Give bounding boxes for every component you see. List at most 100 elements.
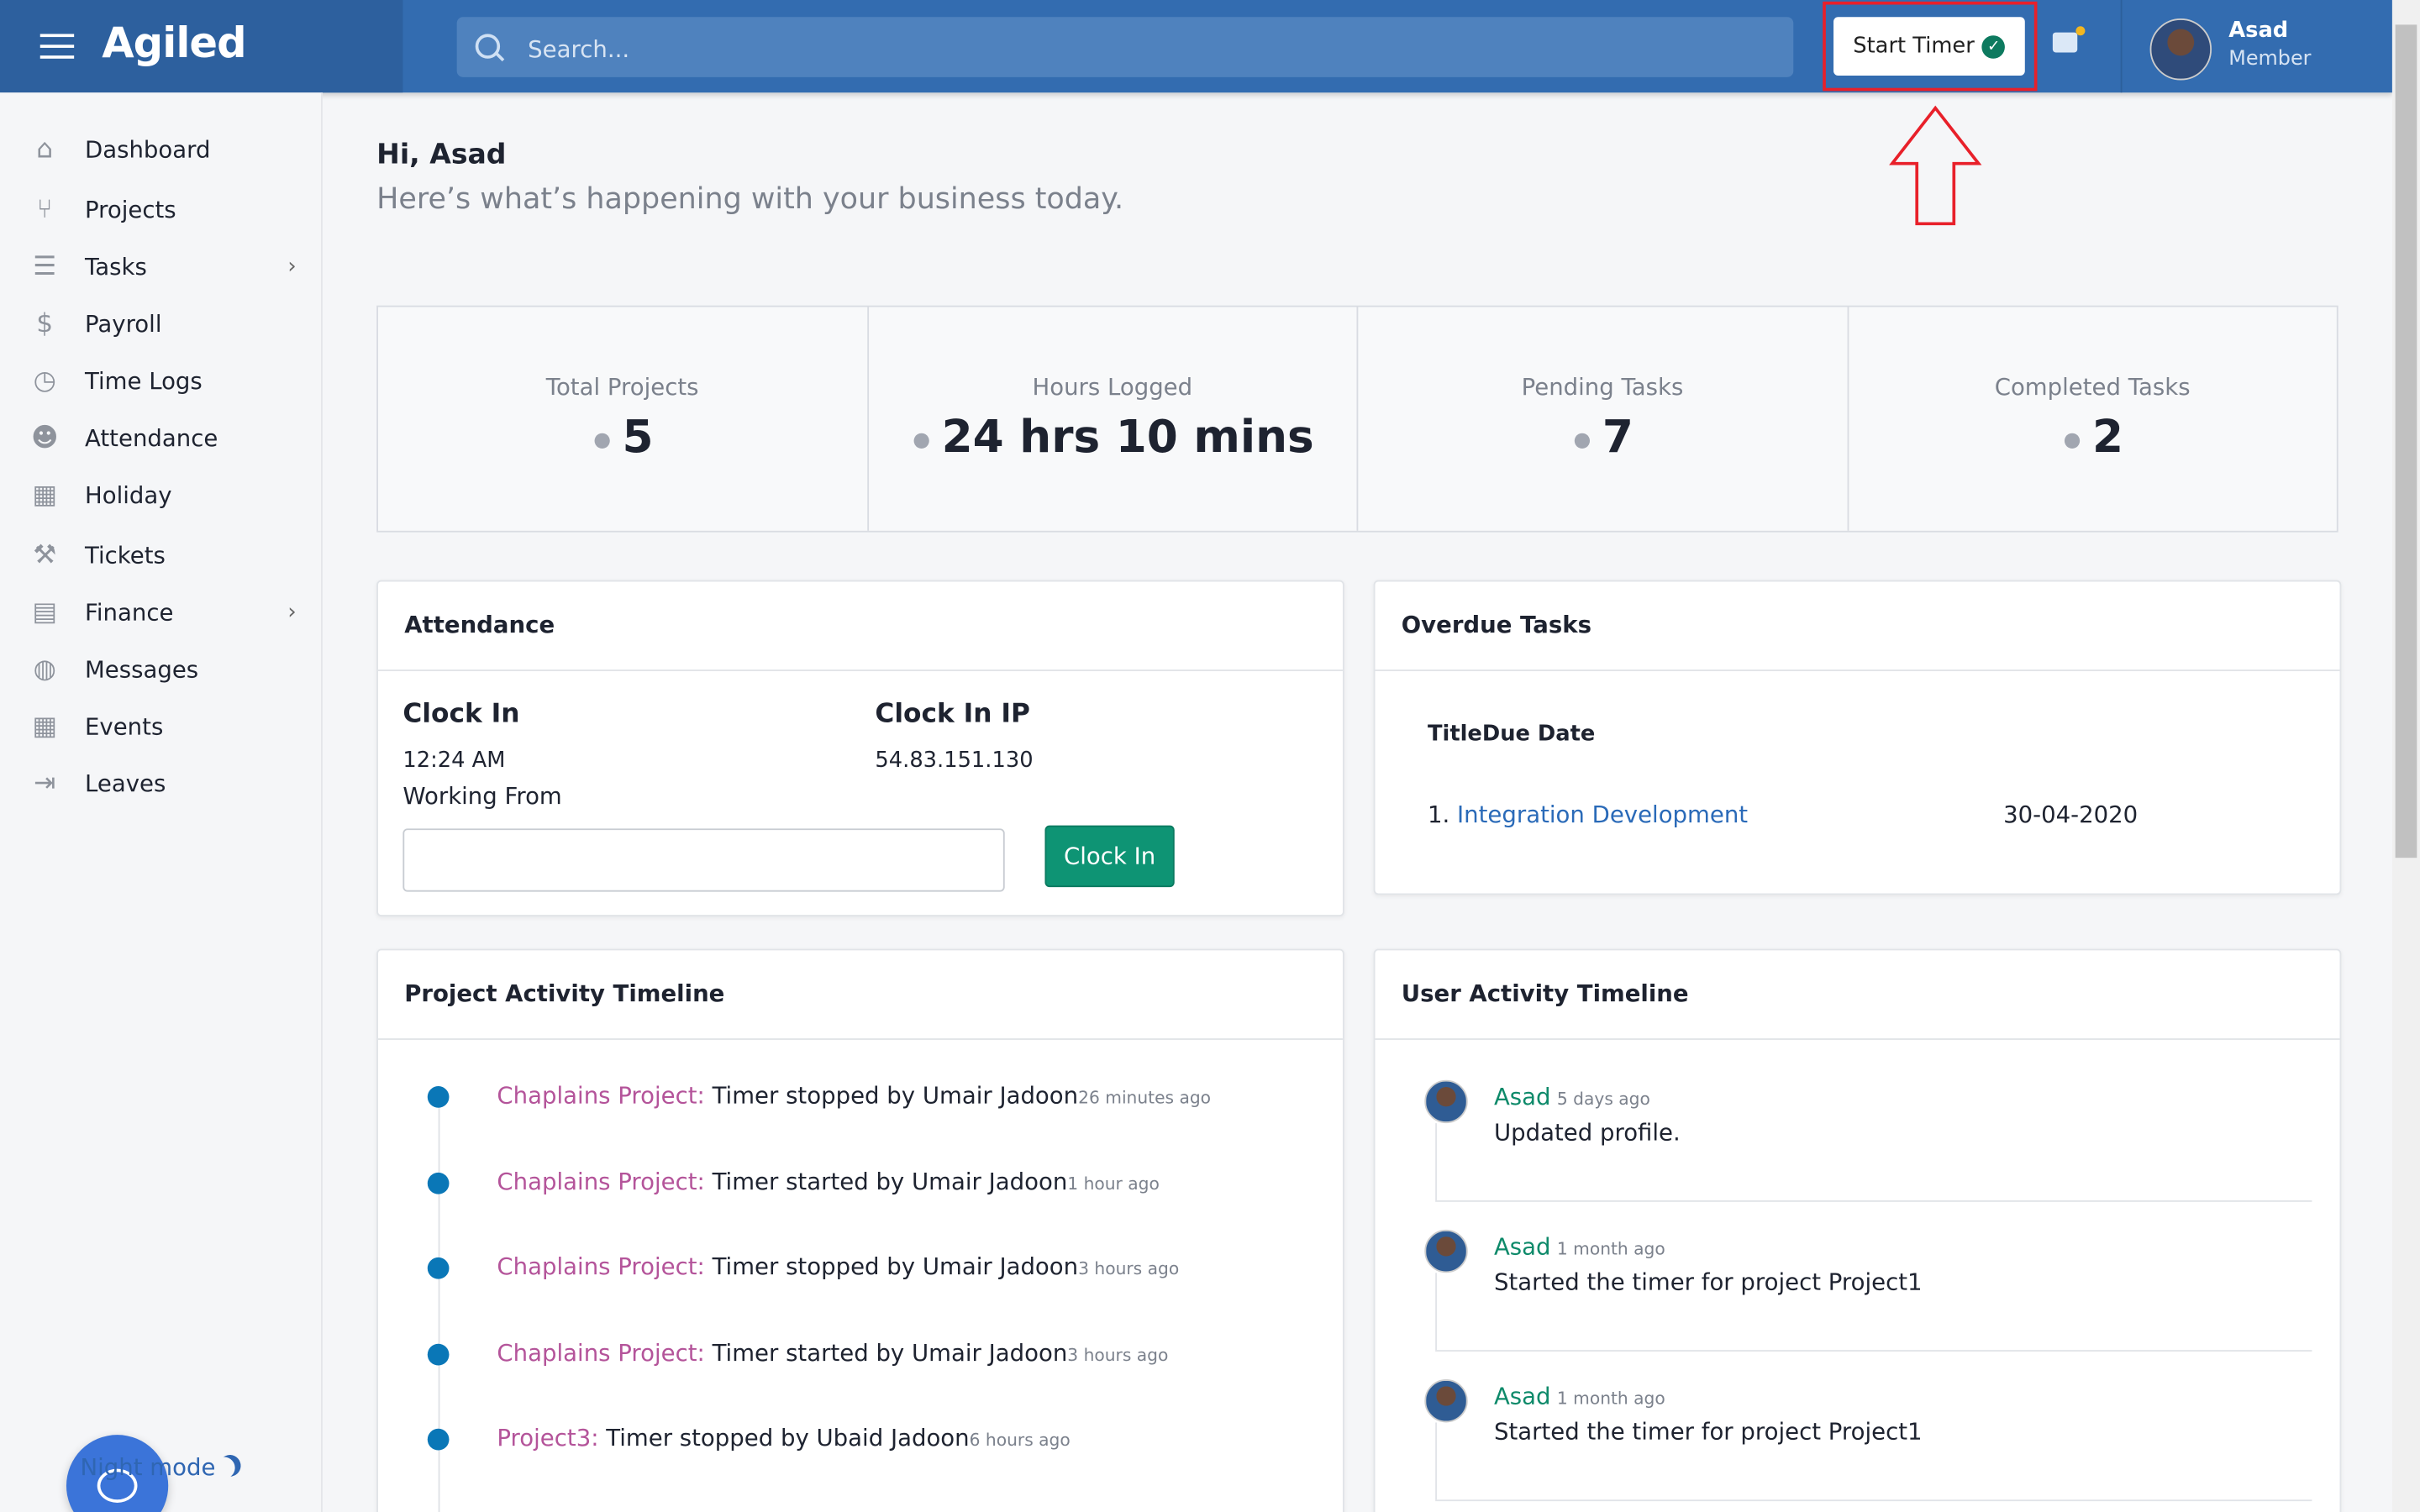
user-role: Member [2228,47,2312,71]
activity-time: 1 month ago [1556,1389,1665,1409]
stat-label: Hours Logged [1032,373,1193,402]
stat-value: 2 [2091,410,2124,464]
sidebar-item-label: Projects [85,195,176,223]
sidebar-item-label: Finance [85,597,174,626]
overdue-table-header: TitleDue Date [1427,722,1596,747]
activity-time: 3 hours ago [1078,1258,1180,1279]
hamburger-menu-icon[interactable] [39,34,75,59]
activity-time: 26 minutes ago [1078,1087,1212,1108]
project-link[interactable]: Project3: [497,1424,599,1452]
stat-hours-logged: Hours Logged ● 24 hrs 10 mins [868,307,1359,531]
timeline-item: Chaplains Project: Timer started by Umai… [497,1338,1168,1366]
project-link[interactable]: Chaplains Project: [497,1338,705,1367]
activity-text: Timer started by Umair Jadoon [704,1167,1068,1195]
user-activity-header: Asad 5 days ago [1494,1083,1650,1110]
clock-in-label: Clock In [402,699,520,730]
timeline-item: Project3: Timer stopped by Ubaid Jadoon6… [497,1424,1070,1452]
sidebar-item-tasks[interactable]: ☰ Tasks › [0,238,321,295]
sidebar-item-tickets[interactable]: ⚒ Tickets [0,526,321,583]
user-name[interactable]: Asad [2228,18,2289,44]
user-activity-header: Asad 1 month ago [1494,1383,1665,1410]
search-bar [456,17,1794,81]
list-icon: ☰ [33,250,57,282]
scrollbar[interactable] [2391,0,2420,1512]
dollar-icon: $ [36,307,54,339]
sidebar-item-label: Events [85,711,164,740]
sign-out-icon: ⇥ [34,767,56,799]
user-activity-header: Asad 1 month ago [1494,1233,1665,1261]
activity-text: Timer started by Umair Jadoon [704,1338,1068,1367]
top-header: Agiled Start Timer✓ Asad Member [0,0,2392,93]
timeline-dot [427,1257,450,1279]
stats-row: Total Projects ● 5 Hours Logged ● 24 hrs 10 … [376,305,2338,533]
card-title: Attendance [377,581,1343,671]
activity-time: 1 month ago [1556,1238,1665,1259]
activity-text: Timer stopped by Umair Jadoon [704,1252,1079,1281]
sidebar-item-projects[interactable]: ⑂ Projects [0,181,321,238]
file-invoice-icon: ▤ [32,596,58,627]
timeline-dot [427,1086,450,1108]
user-link[interactable]: Asad [1493,1382,1551,1410]
sidebar-item-time-logs[interactable]: ◷ Time Logs [0,352,321,409]
project-link[interactable]: Chaplains Project: [497,1081,705,1110]
project-link[interactable]: Chaplains Project: [497,1252,705,1281]
card-title: Overdue Tasks [1375,581,2340,671]
sidebar-item-dashboard[interactable]: ⌂ Dashboard [0,120,321,177]
task-link[interactable]: Integration Development [1457,801,1749,829]
working-from-input[interactable] [402,828,1005,892]
timeline-line [1435,1273,1437,1351]
timeline-item: Chaplains Project: Timer started by Umai… [497,1167,1159,1194]
up-arrow-annotation-icon [1889,105,1982,226]
stat-value: 7 [1602,410,1634,464]
users-icon: ● [2063,428,2081,453]
avatar[interactable] [2149,18,2212,81]
users-icon: ● [593,428,612,453]
sidebar-item-attendance[interactable]: ☻ Attendance [0,409,321,466]
notification-envelope-icon[interactable] [2052,26,2086,53]
chevron-right-icon: › [287,599,297,624]
stat-value: 24 hrs 10 mins [941,410,1314,464]
sidebar-item-leaves[interactable]: ⇥ Leaves [0,754,321,811]
timeline-dot [427,1428,450,1451]
stat-label: Pending Tasks [1521,373,1684,402]
sidebar-item-events[interactable]: ▦ Events [0,697,321,754]
due-date: 30-04-2020 [2003,801,2139,829]
user-activity-card: User Activity Timeline [1373,948,2342,1512]
sidebar-item-messages[interactable]: ◍ Messages [0,640,321,697]
start-timer-label: Start Timer [1853,34,1975,59]
card-title: Project Activity Timeline [377,950,1343,1040]
stat-pending-tasks: Pending Tasks ● 7 [1358,307,1849,531]
sidebar-item-label: Payroll [85,309,162,338]
sidebar-item-payroll[interactable]: $ Payroll [0,295,321,352]
chat-bubble-icon[interactable] [66,1435,169,1512]
sidebar-item-holiday[interactable]: ▦ Holiday [0,466,321,523]
project-link[interactable]: Chaplains Project: [497,1167,705,1195]
start-timer-button[interactable]: Start Timer ✓ [1833,17,2025,76]
timeline-line [1435,1422,1437,1500]
clock-icon: ◷ [33,365,56,396]
logo[interactable]: Agiled [102,19,246,68]
sidebar-item-label: Messages [85,654,199,683]
clock-in-button[interactable]: Clock In [1044,825,1175,888]
overdue-tasks-card: Overdue Tasks [1373,580,2342,895]
search-input[interactable] [524,17,1766,81]
sidebar-item-finance[interactable]: ▤ Finance › [0,583,321,640]
user-link[interactable]: Asad [1493,1232,1551,1261]
brand-area: Agiled [0,0,403,93]
stat-label: Total Projects [545,373,699,402]
activity-text: Timer stopped by Ubaid Jadoon [598,1424,970,1452]
sidebar-item-label: Time Logs [85,366,203,395]
check-circle-icon: ✓ [1981,34,2006,58]
night-mode-toggle[interactable]: Night mode [80,1453,216,1482]
sidebar-item-label: Tasks [85,252,147,281]
timeline-item: Chaplains Project: Timer stopped by Umai… [497,1082,1211,1110]
avatar [1424,1079,1468,1124]
clock-in-ip-label: Clock In IP [875,699,1030,730]
calendar-x-icon: ▦ [32,479,58,511]
scrollbar-thumb[interactable] [2395,24,2417,858]
home-icon: ⌂ [36,133,54,165]
divider [1435,1350,2312,1352]
user-link[interactable]: Asad [1493,1083,1551,1111]
git-branch-icon: ⑂ [36,193,53,225]
overdue-row: 1. Integration Development [1428,801,1748,828]
